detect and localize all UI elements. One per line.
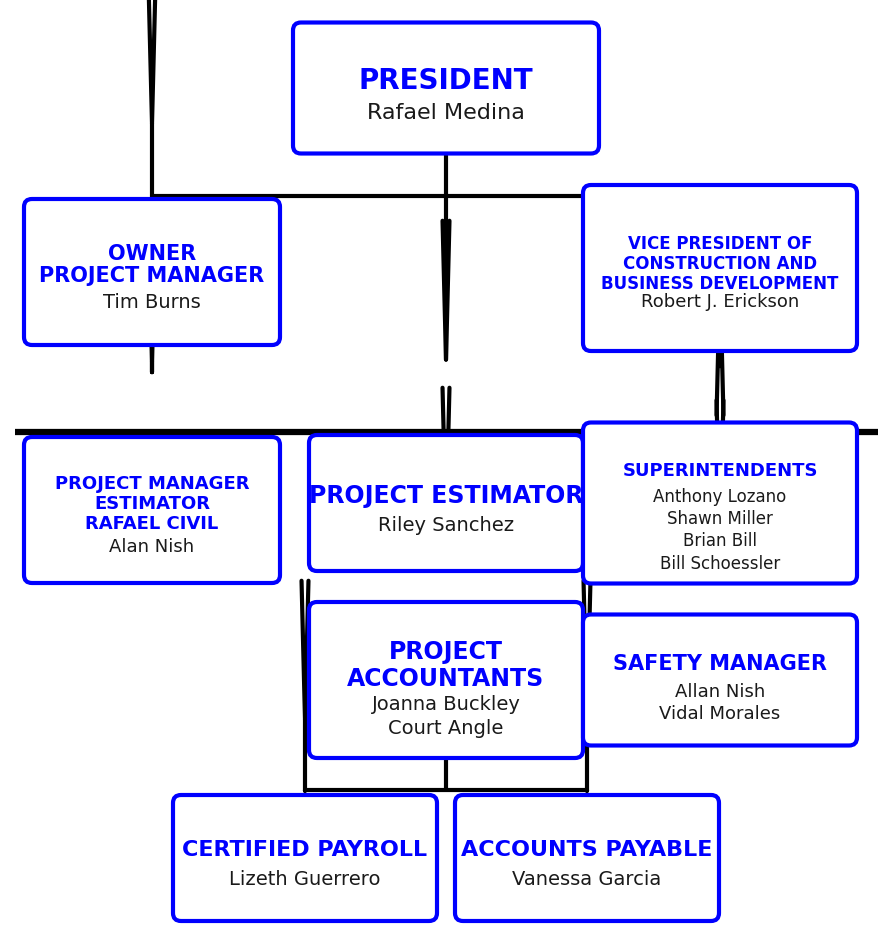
Text: VICE PRESIDENT OF
CONSTRUCTION AND
BUSINESS DEVELOPMENT: VICE PRESIDENT OF CONSTRUCTION AND BUSIN… bbox=[601, 235, 839, 293]
FancyBboxPatch shape bbox=[583, 614, 857, 746]
Text: PRESIDENT: PRESIDENT bbox=[359, 68, 533, 95]
Text: Allan Nish
Vidal Morales: Allan Nish Vidal Morales bbox=[659, 683, 780, 723]
Text: Riley Sanchez: Riley Sanchez bbox=[378, 516, 514, 535]
FancyBboxPatch shape bbox=[24, 437, 280, 583]
FancyBboxPatch shape bbox=[455, 795, 719, 921]
FancyBboxPatch shape bbox=[173, 795, 437, 921]
Text: Joanna Buckley
Court Angle: Joanna Buckley Court Angle bbox=[371, 696, 521, 738]
Text: Tim Burns: Tim Burns bbox=[103, 294, 201, 313]
Text: PROJECT ESTIMATOR: PROJECT ESTIMATOR bbox=[309, 485, 583, 508]
Text: Anthony Lozano
Shawn Miller
Brian Bill
Bill Schoessler: Anthony Lozano Shawn Miller Brian Bill B… bbox=[654, 488, 787, 573]
Text: Rafael Medina: Rafael Medina bbox=[367, 103, 525, 123]
Text: SAFETY MANAGER: SAFETY MANAGER bbox=[613, 654, 827, 673]
FancyBboxPatch shape bbox=[293, 23, 599, 153]
Text: ACCOUNTS PAYABLE: ACCOUNTS PAYABLE bbox=[462, 839, 713, 860]
FancyBboxPatch shape bbox=[309, 602, 583, 758]
FancyBboxPatch shape bbox=[583, 185, 857, 351]
Text: Robert J. Erickson: Robert J. Erickson bbox=[641, 293, 799, 311]
FancyBboxPatch shape bbox=[24, 199, 280, 345]
FancyBboxPatch shape bbox=[583, 423, 857, 583]
Text: OWNER
PROJECT MANAGER: OWNER PROJECT MANAGER bbox=[39, 243, 264, 285]
Text: CERTIFIED PAYROLL: CERTIFIED PAYROLL bbox=[182, 839, 428, 860]
Text: PROJECT
ACCOUNTANTS: PROJECT ACCOUNTANTS bbox=[347, 639, 545, 690]
Text: PROJECT MANAGER
ESTIMATOR
RAFAEL CIVIL: PROJECT MANAGER ESTIMATOR RAFAEL CIVIL bbox=[54, 475, 249, 533]
FancyBboxPatch shape bbox=[309, 435, 583, 571]
Text: SUPERINTENDENTS: SUPERINTENDENTS bbox=[622, 462, 818, 480]
Text: Lizeth Guerrero: Lizeth Guerrero bbox=[230, 870, 380, 889]
Text: Vanessa Garcia: Vanessa Garcia bbox=[513, 870, 662, 889]
Text: Alan Nish: Alan Nish bbox=[110, 538, 195, 556]
